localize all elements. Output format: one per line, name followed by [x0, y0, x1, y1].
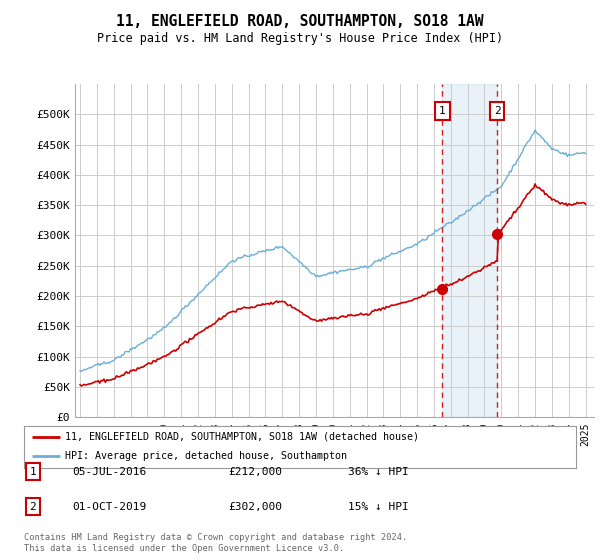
Text: 05-JUL-2016: 05-JUL-2016 — [72, 466, 146, 477]
Text: £302,000: £302,000 — [228, 502, 282, 512]
Text: 11, ENGLEFIELD ROAD, SOUTHAMPTON, SO18 1AW: 11, ENGLEFIELD ROAD, SOUTHAMPTON, SO18 1… — [116, 14, 484, 29]
Text: 15% ↓ HPI: 15% ↓ HPI — [348, 502, 409, 512]
Text: 2: 2 — [29, 502, 37, 512]
Text: Price paid vs. HM Land Registry's House Price Index (HPI): Price paid vs. HM Land Registry's House … — [97, 32, 503, 45]
Text: 1: 1 — [439, 106, 446, 116]
Text: £212,000: £212,000 — [228, 466, 282, 477]
Text: 01-OCT-2019: 01-OCT-2019 — [72, 502, 146, 512]
Text: 11, ENGLEFIELD ROAD, SOUTHAMPTON, SO18 1AW (detached house): 11, ENGLEFIELD ROAD, SOUTHAMPTON, SO18 1… — [65, 432, 419, 442]
Text: 2: 2 — [494, 106, 500, 116]
Text: Contains HM Land Registry data © Crown copyright and database right 2024.
This d: Contains HM Land Registry data © Crown c… — [24, 533, 407, 553]
Text: 1: 1 — [29, 466, 37, 477]
Text: 36% ↓ HPI: 36% ↓ HPI — [348, 466, 409, 477]
Text: HPI: Average price, detached house, Southampton: HPI: Average price, detached house, Sout… — [65, 451, 347, 461]
Bar — [442, 84, 497, 417]
